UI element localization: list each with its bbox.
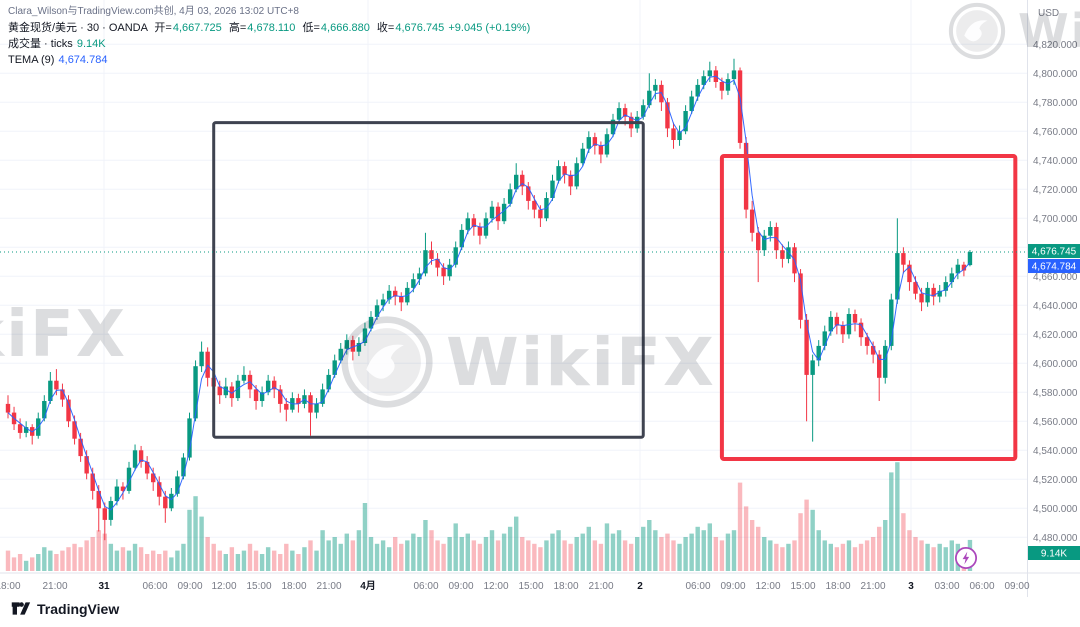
svg-text:03:00: 03:00: [934, 581, 959, 592]
svg-text:15:00: 15:00: [246, 581, 271, 592]
tradingview-brand-text: TradingView: [37, 600, 120, 617]
svg-text:18:00: 18:00: [281, 581, 306, 592]
close-value: 4,676.745: [395, 22, 445, 34]
uptrend-box[interactable]: [212, 121, 645, 439]
svg-text:09:00: 09:00: [177, 581, 202, 592]
symbol-title: 黄金现货/美元 · 30 · OANDA: [8, 22, 148, 34]
gridlines: [0, 0, 1028, 573]
price-axis-unit: USD: [1038, 8, 1059, 19]
svg-text:4,480.000: 4,480.000: [1033, 533, 1078, 544]
svg-text:4,660.000: 4,660.000: [1033, 272, 1078, 283]
svg-text:4,720.000: 4,720.000: [1033, 185, 1078, 196]
svg-text:12:00: 12:00: [755, 581, 780, 592]
open-label: 开=: [154, 22, 172, 34]
tema-price-tag: [1028, 259, 1080, 274]
quick-trade-button[interactable]: [954, 546, 978, 575]
chart-datetime: 4月 03, 2026 13:02 UTC+8: [179, 6, 299, 17]
change-value: +9.045 (+0.19%): [448, 22, 531, 34]
tema-legend-row[interactable]: TEMA (9) 4,674.784: [8, 53, 530, 68]
svg-text:06:00: 06:00: [685, 581, 710, 592]
lightning-icon: [954, 546, 978, 570]
svg-text:4,800.000: 4,800.000: [1033, 69, 1078, 80]
svg-text:4,700.000: 4,700.000: [1033, 214, 1078, 225]
svg-text:4,500.000: 4,500.000: [1033, 504, 1078, 515]
svg-text:4,676.745: 4,676.745: [1032, 247, 1077, 258]
low-value: 4,666.880: [320, 22, 370, 34]
svg-text:4月: 4月: [360, 580, 376, 592]
svg-text:18:00: 18:00: [0, 581, 21, 592]
svg-text:4,760.000: 4,760.000: [1033, 127, 1078, 138]
high-value: 4,678.110: [247, 22, 296, 34]
svg-text:4,640.000: 4,640.000: [1033, 301, 1078, 312]
svg-text:4,520.000: 4,520.000: [1033, 475, 1078, 486]
attribution: Clara_Wilson与TradingView.com共创, 4月 03, 2…: [8, 4, 530, 19]
svg-text:4,740.000: 4,740.000: [1033, 156, 1078, 167]
tema-title: TEMA (9): [8, 54, 55, 66]
svg-text:12:00: 12:00: [211, 581, 236, 592]
svg-text:21:00: 21:00: [42, 581, 67, 592]
tradingview-logo[interactable]: TradingView: [10, 598, 119, 619]
svg-text:18:00: 18:00: [553, 581, 578, 592]
svg-text:21:00: 21:00: [588, 581, 613, 592]
svg-text:12:00: 12:00: [483, 581, 508, 592]
tema-line[interactable]: [7, 75, 971, 511]
volume-legend-row[interactable]: 成交量 · ticks 9.14K: [8, 37, 530, 52]
svg-text:2: 2: [637, 581, 643, 592]
volume-bars: [5, 462, 973, 571]
high-label: 高=: [228, 22, 247, 34]
tradingview-icon: [11, 602, 31, 615]
svg-text:06:00: 06:00: [413, 581, 438, 592]
volume-tag: [1028, 546, 1080, 560]
svg-text:31: 31: [98, 581, 110, 592]
attribution-text: Clara_Wilson与TradingView.com共创,: [8, 6, 177, 17]
svg-text:09:00: 09:00: [448, 581, 473, 592]
svg-text:21:00: 21:00: [316, 581, 341, 592]
svg-text:4,620.000: 4,620.000: [1033, 330, 1078, 341]
svg-text:4,674.784: 4,674.784: [1032, 262, 1077, 273]
svg-text:3: 3: [908, 581, 914, 592]
close-label: 收=: [376, 22, 395, 34]
svg-text:4,560.000: 4,560.000: [1033, 417, 1078, 428]
svg-text:4,780.000: 4,780.000: [1033, 98, 1078, 109]
svg-text:18:00: 18:00: [825, 581, 850, 592]
svg-text:06:00: 06:00: [969, 581, 994, 592]
svg-text:4,540.000: 4,540.000: [1033, 446, 1078, 457]
svg-text:09:00: 09:00: [1004, 581, 1029, 592]
low-label: 低=: [302, 22, 320, 34]
volume-value: 9.14K: [76, 38, 106, 50]
selloff-box[interactable]: [719, 153, 1018, 461]
svg-text:15:00: 15:00: [518, 581, 543, 592]
last-price-tag: [1028, 244, 1080, 259]
open-value: 4,667.725: [172, 22, 222, 34]
svg-text:9.14K: 9.14K: [1041, 549, 1067, 560]
symbol-legend-row[interactable]: 黄金现货/美元 · 30 · OANDA 开=4,667.725 高=4,678…: [8, 21, 530, 36]
time-axis[interactable]: 18:00 21:00 31 06:00 09:00 12:00 15:00 18:00 21:…: [0, 580, 1030, 592]
price-axis[interactable]: USD 4,820.000 4,800.000 4,780.000 4,760.000 4…: [1033, 8, 1078, 544]
tema-value: 4,674.784: [58, 54, 108, 66]
svg-text:4,600.000: 4,600.000: [1033, 359, 1078, 370]
svg-text:4,820.000: 4,820.000: [1033, 40, 1078, 51]
svg-text:06:00: 06:00: [142, 581, 167, 592]
svg-text:4,580.000: 4,580.000: [1033, 388, 1078, 399]
legend: Clara_Wilson与TradingView.com共创, 4月 03, 2…: [8, 4, 530, 69]
volume-title: 成交量 · ticks: [8, 38, 73, 50]
svg-text:15:00: 15:00: [790, 581, 815, 592]
svg-text:09:00: 09:00: [720, 581, 745, 592]
svg-text:21:00: 21:00: [860, 581, 885, 592]
